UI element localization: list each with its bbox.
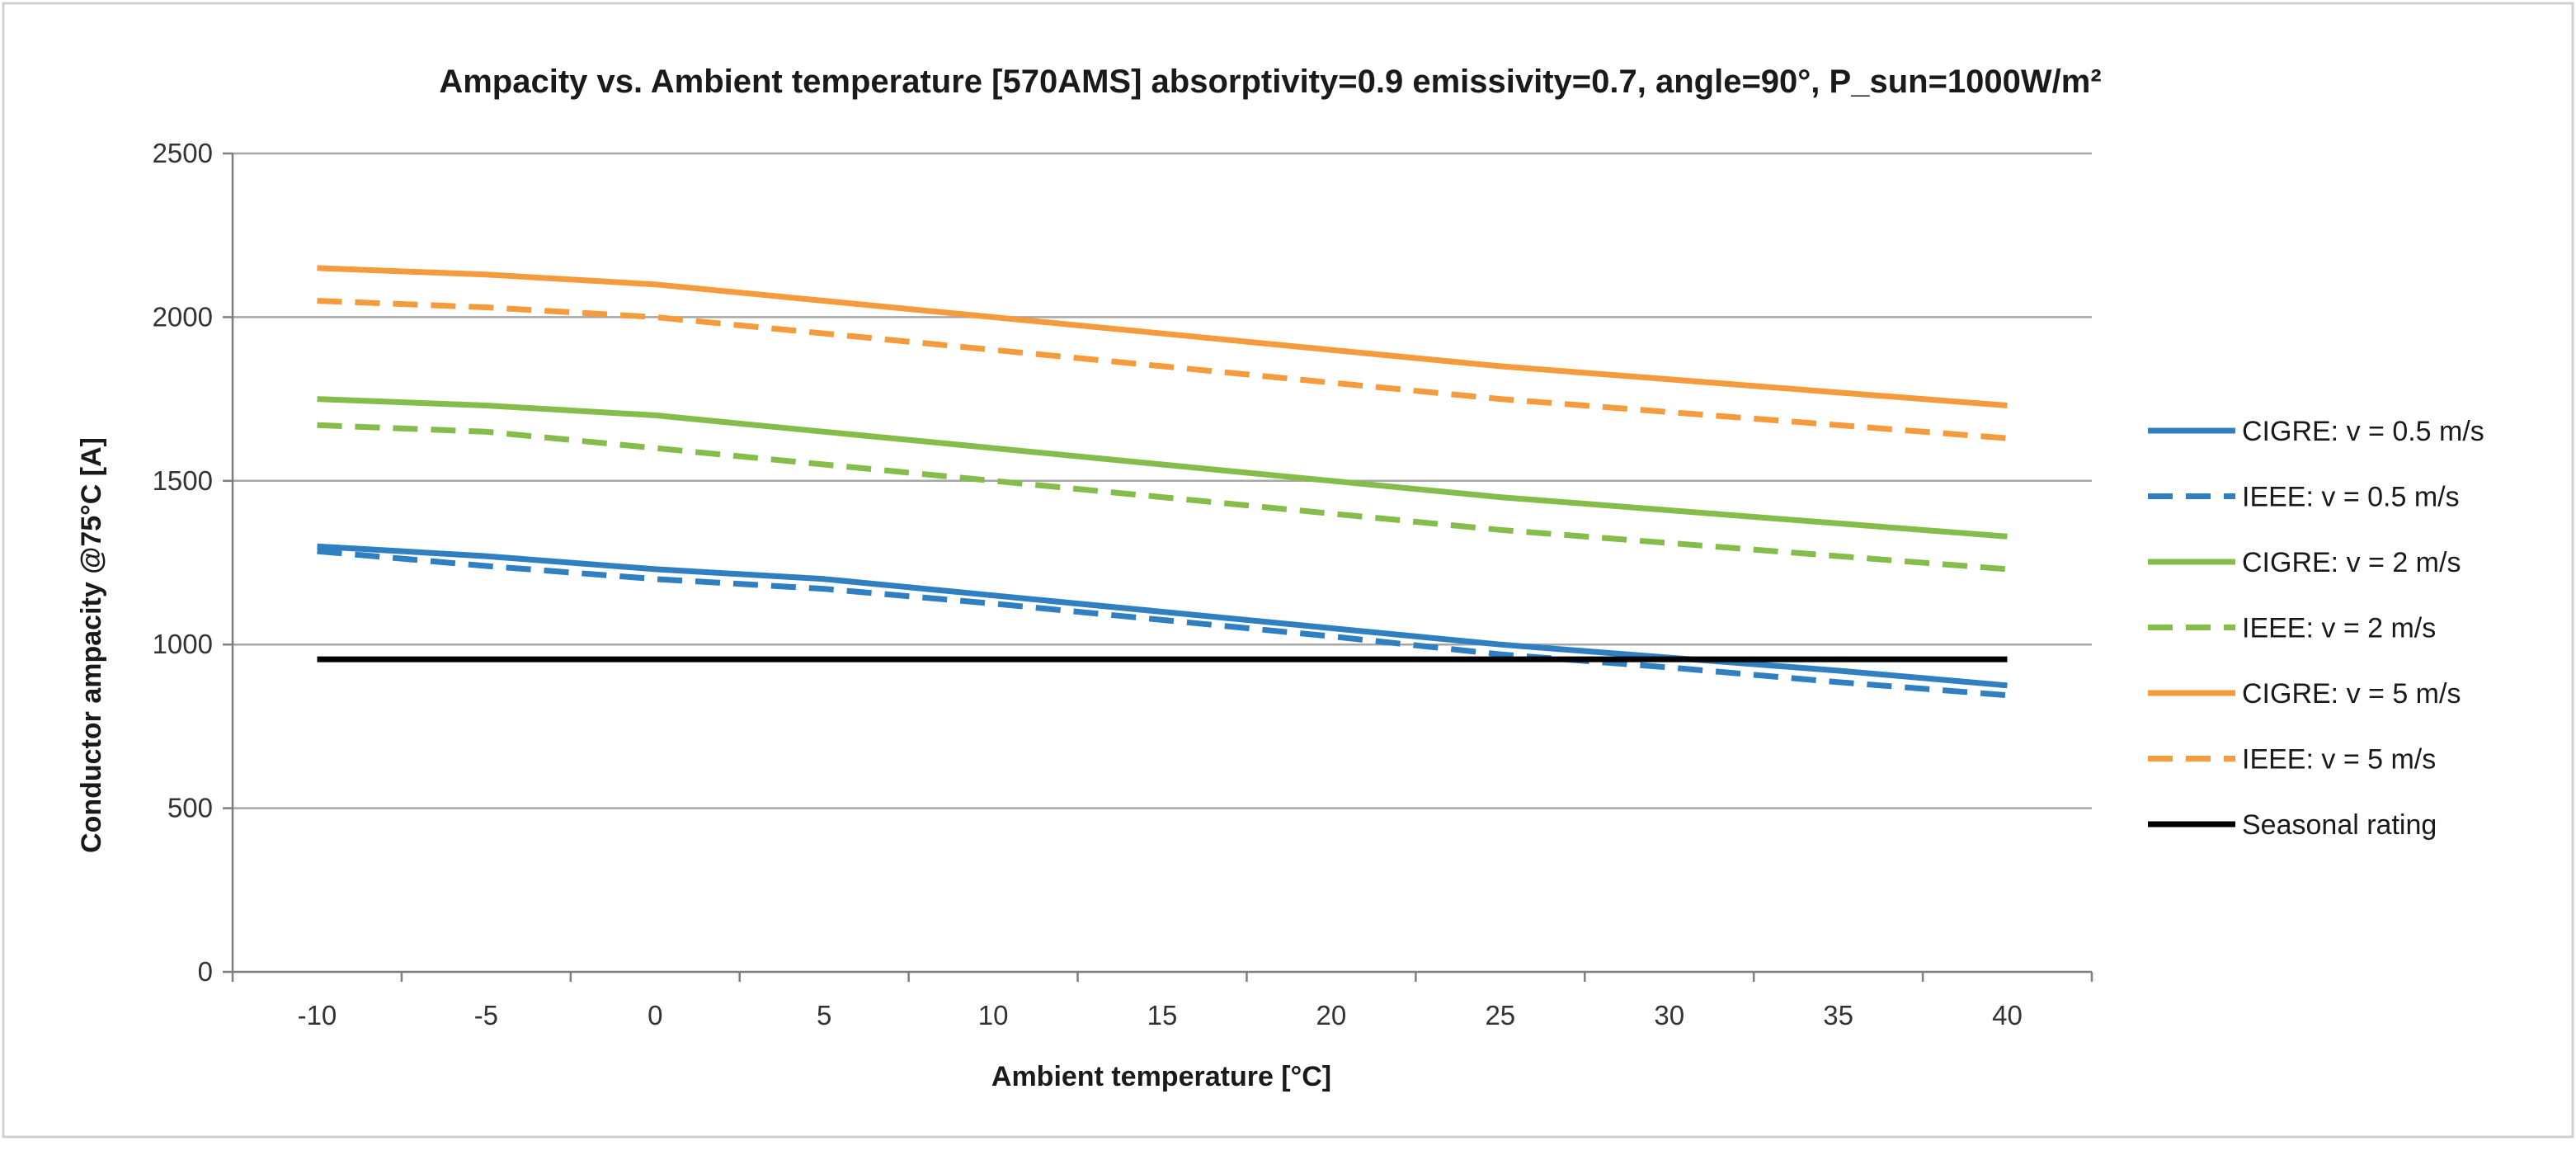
x-tick-label: 5 [817,1000,831,1030]
x-tick-label: 40 [1992,1000,2023,1030]
x-tick-label: 10 [978,1000,1009,1030]
x-tick-label: 15 [1147,1000,1178,1030]
legend: CIGRE: v = 0.5 m/s IEEE: v = 0.5 m/s CIGRE… [2148,416,2484,841]
chart-title: Ampacity vs. Ambient temperature [570AMS… [439,64,2101,100]
legend-label-1: IEEE: v = 0.5 m/s [2242,482,2460,513]
legend-label-4: CIGRE: v = 5 m/s [2242,678,2461,710]
y-tick-label: 1000 [153,629,213,659]
y-tick-label: 1500 [153,465,213,496]
x-tick-label: -5 [474,1000,498,1030]
legend-label-3: IEEE: v = 2 m/s [2242,613,2436,644]
y-tick-label: 2000 [153,301,213,332]
chart-border [2,2,2574,1139]
tick-layer: 0 500 1000 1500 2000 2500 -10 -5 0 5 10 15 20 25 30 35 4… [153,138,2023,1030]
x-tick-label: -10 [298,1000,337,1030]
series-line-1 [317,548,2008,699]
legend-label-0: CIGRE: v = 0.5 m/s [2242,416,2484,447]
series-layer [317,265,2008,699]
legend-label-6: Seasonal rating [2242,809,2437,841]
y-tick-label: 500 [167,793,213,823]
x-tick-label: 25 [1485,1000,1515,1030]
y-tick-label: 2500 [153,138,213,168]
x-tick-label: 0 [648,1000,662,1030]
series-line-5 [317,298,2008,441]
legend-label-5: IEEE: v = 5 m/s [2242,744,2436,776]
legend-label-2: CIGRE: v = 2 m/s [2242,547,2461,578]
series-line-2 [317,396,2008,540]
grid-layer [233,152,2092,809]
series-line-3 [317,422,2008,573]
y-axis-label: Conductor ampacity @75°C [A] [76,437,107,853]
axis-layer [223,152,2093,982]
x-axis-label: Ambient temperature [°C] [991,1061,1331,1092]
series-line-4 [317,265,2008,408]
x-tick-label: 35 [1823,1000,1853,1030]
x-tick-label: 20 [1316,1000,1347,1030]
y-tick-label: 0 [198,956,213,987]
x-tick-label: 30 [1654,1000,1684,1030]
